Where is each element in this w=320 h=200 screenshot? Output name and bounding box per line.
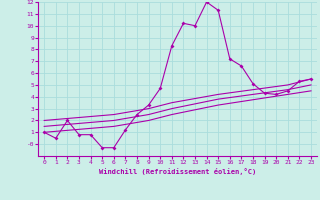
X-axis label: Windchill (Refroidissement éolien,°C): Windchill (Refroidissement éolien,°C) (99, 168, 256, 175)
